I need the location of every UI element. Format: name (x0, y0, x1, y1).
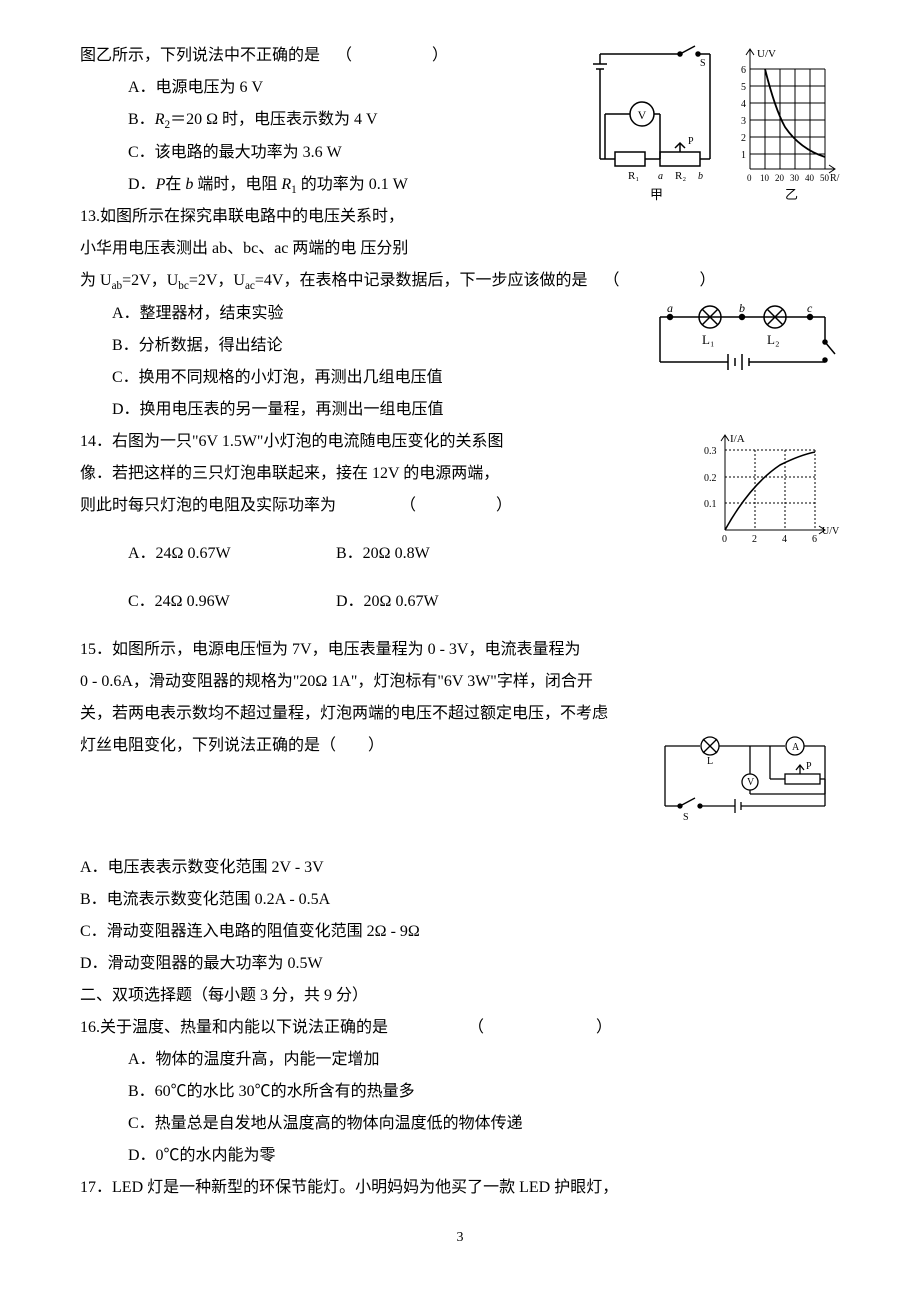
svg-text:L₁: L₁ (702, 332, 714, 347)
svg-text:30: 30 (790, 173, 800, 183)
switch-label: S (700, 58, 706, 69)
svg-text:0: 0 (722, 534, 727, 545)
svg-text:V: V (747, 777, 755, 788)
caption-right: 乙 (785, 187, 798, 202)
svg-text:50: 50 (820, 173, 830, 183)
r-axis-label: R/Ω (830, 173, 840, 184)
q15-opt-b: B．电流表示数变化范围 0.2A - 0.5A (80, 884, 840, 916)
q15-line3: 关，若两电表示数均不超过量程，灯泡两端的电压不超过额定电压，不考虑 (80, 698, 840, 730)
svg-text:c: c (807, 302, 813, 315)
svg-text:1: 1 (741, 150, 746, 161)
svg-text:6: 6 (741, 65, 746, 76)
q15-opt-c: C．滑动变阻器连入电路的阻值变化范围 2Ω - 9Ω (80, 916, 840, 948)
q17-stem: 17．LED 灯是一种新型的环保节能灯。小明妈妈为他买了一款 LED 护眼灯， (80, 1172, 840, 1204)
r1-label: R₁ (628, 170, 639, 182)
q16-opt-b: B．60℃的水比 30℃的水所含有的热量多 (128, 1076, 840, 1108)
slider-label: P (688, 136, 694, 147)
svg-text:P: P (806, 761, 812, 772)
svg-text:0: 0 (747, 173, 752, 183)
q12-figure: V R₁ a R₂ b P S 甲 (560, 44, 840, 226)
svg-text:20: 20 (775, 173, 785, 183)
svg-text:L: L (707, 756, 713, 767)
section-2-heading: 二、双项选择题（每小题 3 分，共 9 分） (80, 980, 840, 1012)
q15-line1: 15．如图所示，电源电压恒为 7V，电压表量程为 0 - 3V，电流表量程为 (80, 634, 840, 666)
b-terminal: b (698, 171, 703, 182)
u-axis-label: U/V (757, 48, 776, 60)
svg-text:0.3: 0.3 (704, 446, 717, 457)
q14-opts-cd: C．24Ω 0.96WD．20Ω 0.67W (128, 586, 840, 618)
svg-text:0.1: 0.1 (704, 499, 717, 510)
svg-text:L₂: L₂ (767, 332, 779, 347)
svg-text:2: 2 (752, 534, 757, 545)
q16-opt-a: A．物体的温度升高，内能一定增加 (128, 1044, 840, 1076)
svg-text:A: A (792, 742, 800, 753)
caption-left: 甲 (650, 187, 663, 202)
u-axis-label: U/V (822, 526, 840, 537)
q16-opt-d: D．0℃的水内能为零 (128, 1140, 840, 1172)
q15-opt-a: A．电压表表示数变化范围 2V - 3V (80, 852, 840, 884)
svg-text:0.2: 0.2 (704, 473, 717, 484)
svg-text:40: 40 (805, 173, 815, 183)
q13-figure: a b c L₁ L₂ (650, 302, 840, 394)
q16-stem: 16.关于温度、热量和内能以下说法正确的是 （ ） (80, 1012, 840, 1044)
q14-figure: I/A 0.3 0.2 0.1 0 2 4 6 U/V (700, 430, 840, 562)
q15-figure: L A V S P (650, 734, 840, 836)
q13-line3: 为 Uab=2V，Ubc=2V，Uac=4V，在表格中记录数据后，下一步应该做的… (80, 265, 840, 298)
voltmeter-label: V (638, 108, 647, 122)
q13-line2: 小华用电压表测出 ab、bc、ac 两端的电 压分别 (80, 233, 840, 265)
svg-text:4: 4 (741, 99, 746, 110)
svg-text:2: 2 (741, 133, 746, 144)
q15-opt-d: D．滑动变阻器的最大功率为 0.5W (80, 948, 840, 980)
q15-line2: 0 - 0.6A，滑动变阻器的规格为"20Ω 1A"，灯泡标有"6V 3W"字样… (80, 666, 840, 698)
q13-opt-d: D．换用电压表的另一量程，再测出一组电压值 (112, 394, 840, 426)
svg-text:3: 3 (741, 116, 746, 127)
svg-text:6: 6 (812, 534, 817, 545)
i-axis-label: I/A (730, 433, 745, 445)
q16-opt-c: C．热量总是自发地从温度高的物体向温度低的物体传递 (128, 1108, 840, 1140)
svg-text:a: a (667, 302, 673, 315)
svg-text:b: b (739, 302, 745, 315)
a-terminal: a (658, 171, 663, 182)
svg-text:10: 10 (760, 173, 770, 183)
svg-text:4: 4 (782, 534, 787, 545)
r2-label: R₂ (675, 170, 686, 182)
svg-text:S: S (683, 812, 689, 823)
svg-text:5: 5 (741, 82, 746, 93)
page-number: 3 (80, 1224, 840, 1252)
